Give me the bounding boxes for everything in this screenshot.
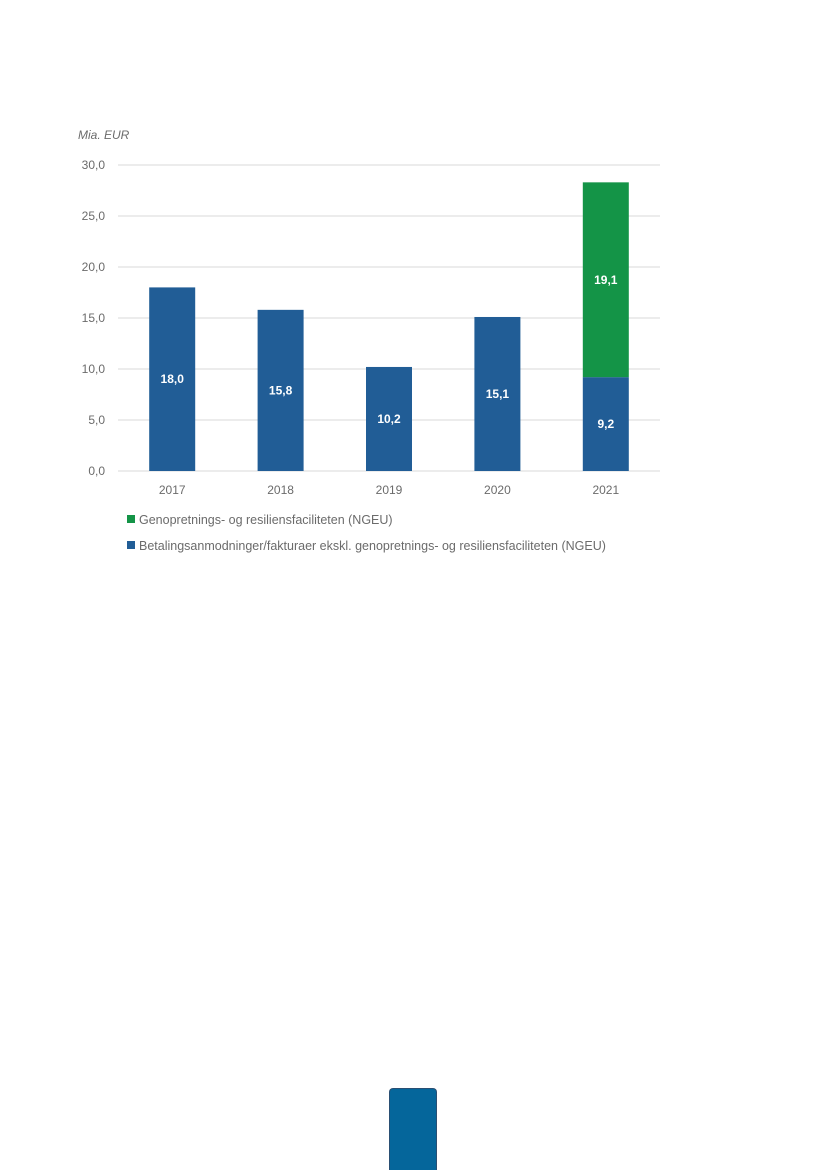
x-tick-label: 2018 (267, 483, 294, 497)
bar-2021-series-1 (582, 182, 629, 378)
y-tick-label: 5,0 (88, 413, 105, 427)
bar-labels: 18,0 15,8 10,2 15,1 9,2 19,1 (161, 273, 618, 431)
legend-swatch (127, 515, 135, 523)
bar-value-label: 15,1 (486, 387, 510, 401)
y-tick-label: 20,0 (82, 260, 106, 274)
bar-value-label: 15,8 (269, 383, 293, 397)
y-tick-label: 10,0 (82, 362, 106, 376)
bars (149, 182, 629, 471)
bar-value-label: 10,2 (377, 412, 401, 426)
bar-value-label: 19,1 (594, 273, 618, 287)
legend-label: Genopretnings- og resiliensfaciliteten (… (139, 513, 393, 527)
legend: Genopretnings- og resiliensfaciliteten (… (127, 513, 606, 553)
bar-2019-series-0 (366, 366, 412, 471)
legend-label: Betalingsanmodninger/fakturaer ekskl. ge… (139, 539, 606, 553)
y-tick-label: 25,0 (82, 209, 106, 223)
bar-2017-series-0 (149, 287, 196, 471)
bar-value-label: 18,0 (161, 372, 185, 386)
x-tick-label: 2017 (159, 483, 186, 497)
bar-2020-series-0 (474, 316, 521, 471)
bar-value-label: 9,2 (597, 417, 614, 431)
bar-chart: Mia. EUR 0,0 5,0 10,0 15,0 20,0 25,0 30,0 18,0… (78, 128, 660, 553)
y-tick-label: 15,0 (82, 311, 106, 325)
x-tick-label: 2021 (592, 483, 619, 497)
legend-swatch (127, 541, 135, 549)
y-axis-unit-label: Mia. EUR (78, 128, 130, 142)
x-axis-ticks: 2017 2018 2019 2020 2021 (159, 483, 620, 497)
page-number-tab (390, 1089, 436, 1170)
x-tick-label: 2019 (376, 483, 403, 497)
bar-2018-series-0 (257, 309, 304, 471)
y-axis-ticks: 0,0 5,0 10,0 15,0 20,0 25,0 30,0 (82, 158, 106, 478)
x-tick-label: 2020 (484, 483, 511, 497)
bar-2021-series-0 (582, 377, 629, 471)
y-tick-label: 30,0 (82, 158, 106, 172)
y-tick-label: 0,0 (88, 464, 105, 478)
